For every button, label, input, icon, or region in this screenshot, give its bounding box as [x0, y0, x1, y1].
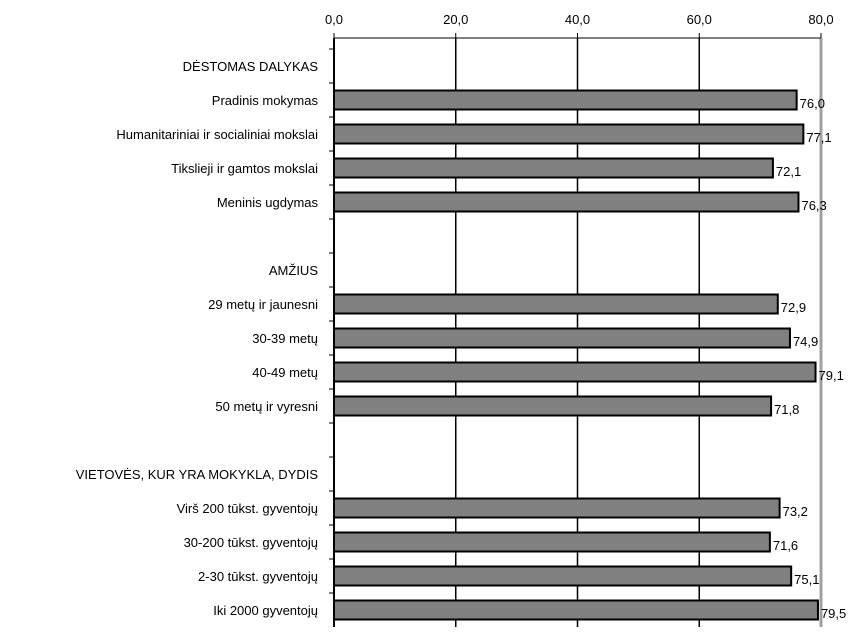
bar [333, 123, 805, 145]
data-label: 74,9 [793, 334, 818, 349]
bar [333, 531, 771, 553]
group-header-label: DĖSTOMAS DALYKAS [183, 59, 319, 74]
data-label: 76,3 [801, 198, 826, 213]
data-label: 71,8 [774, 402, 799, 417]
data-label: 73,2 [783, 504, 808, 519]
data-label: 72,1 [776, 164, 801, 179]
category-label: 30-39 metų [252, 331, 318, 346]
row-labels: DĖSTOMAS DALYKAS Pradinis mokymas Humanita… [76, 59, 319, 618]
category-label: 40-49 metų [252, 365, 318, 380]
data-label: 71,6 [773, 538, 798, 553]
bar [333, 293, 779, 315]
bar [333, 497, 781, 519]
x-tick-label: 0,0 [325, 12, 343, 27]
bar [333, 361, 817, 383]
bar [333, 191, 800, 213]
category-label: Humanitariniai ir socialiniai mokslai [116, 127, 318, 142]
category-label: Meninis ugdymas [217, 195, 319, 210]
category-label: 30-200 tūkst. gyventojų [184, 535, 318, 550]
data-labels: 76,0 77,1 72,1 76,3 72,9 74,9 79,1 71,8 73,2 71,6… [773, 96, 846, 621]
x-tick-label: 60,0 [687, 12, 712, 27]
category-label: Virš 200 tūkst. gyventojų [177, 501, 318, 516]
x-axis-ticks: 0,0 20,0 40,0 60,0 80,0 [325, 12, 834, 27]
bars-layer [333, 89, 819, 621]
category-label: 29 metų ir jaunesni [208, 297, 318, 312]
bar [333, 565, 793, 587]
data-label: 79,1 [819, 368, 844, 383]
x-tick-label: 20,0 [443, 12, 468, 27]
category-label: Tikslieji ir gamtos mokslai [171, 161, 318, 176]
bar [333, 157, 774, 179]
data-label: 76,0 [800, 96, 825, 111]
data-label: 72,9 [781, 300, 806, 315]
data-label: 77,1 [806, 130, 831, 145]
group-header-label: VIETOVĖS, KUR YRA MOKYKLA, DYDIS [76, 467, 319, 482]
group-header-label: AMŽIUS [269, 263, 318, 278]
category-label: Pradinis mokymas [212, 93, 319, 108]
bar [333, 89, 798, 111]
x-tick-label: 80,0 [808, 12, 833, 27]
x-tick-label: 40,0 [565, 12, 590, 27]
bar [333, 599, 819, 621]
bar [333, 395, 773, 417]
category-label: 2-30 tūkst. gyventojų [198, 569, 318, 584]
category-label: Iki 2000 gyventojų [213, 603, 318, 618]
bar [333, 327, 791, 349]
data-label: 75,1 [794, 572, 819, 587]
data-label: 79,5 [821, 606, 846, 621]
category-label: 50 metų ir vyresni [215, 399, 318, 414]
